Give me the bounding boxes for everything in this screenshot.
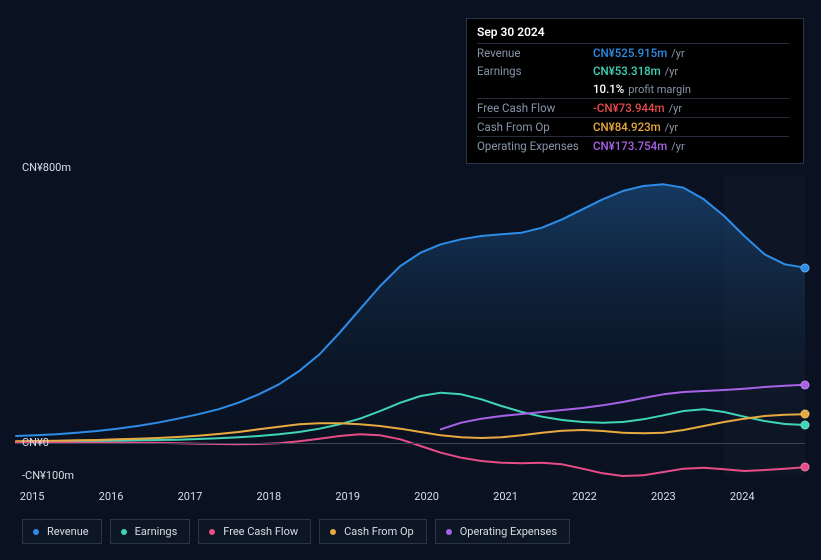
series-marker (801, 421, 810, 430)
legend-dot-icon (330, 529, 336, 535)
x-label: 2021 (493, 490, 518, 503)
series-marker (801, 410, 810, 419)
tooltip-row: RevenueCN¥525.915m/yr (477, 43, 789, 62)
tooltip-label: Operating Expenses (477, 139, 593, 153)
tooltip-row: EarningsCN¥53.318m/yr (477, 62, 789, 80)
baseline-zero (16, 443, 805, 444)
tooltip-row: 10.1% profit margin (477, 80, 789, 98)
x-label: 2017 (178, 490, 203, 503)
tooltip-date: Sep 30 2024 (477, 25, 789, 39)
tooltip-value: CN¥53.318m (593, 64, 661, 78)
tooltip-unit: /yr (669, 102, 682, 115)
series-marker (801, 463, 810, 472)
legend-dot-icon (446, 529, 452, 535)
tooltip-label: Cash From Op (477, 120, 593, 134)
legend-item[interactable]: Operating Expenses (435, 519, 570, 544)
x-label: 2018 (256, 490, 281, 503)
legend: Revenue Earnings Free Cash Flow Cash From O… (22, 519, 570, 544)
tooltip-value: 10.1% (593, 82, 624, 96)
legend-dot-icon (209, 529, 215, 535)
chart-container: { "layout":{ "plot":{"x":16,"y":176,"w":… (0, 0, 821, 560)
y-label-min: -CN¥100m (22, 469, 74, 482)
tooltip-row: Operating ExpensesCN¥173.754m/yr (477, 136, 789, 155)
y-label-max: CN¥800m (22, 161, 71, 174)
series-marker (801, 380, 810, 389)
legend-label: Earnings (135, 525, 178, 538)
tooltip-value: CN¥84.923m (593, 120, 661, 134)
x-label: 2016 (99, 490, 124, 503)
tooltip-label: Earnings (477, 64, 593, 78)
x-label: 2023 (651, 490, 676, 503)
legend-label: Cash From Op (344, 525, 414, 538)
tooltip-unit: /yr (665, 121, 678, 134)
tooltip-row: Cash From OpCN¥84.923m/yr (477, 117, 789, 136)
legend-dot-icon (121, 529, 127, 535)
legend-dot-icon (33, 529, 39, 535)
x-label: 2022 (572, 490, 597, 503)
tooltip-row: Free Cash Flow-CN¥73.944m/yr (477, 98, 789, 117)
series-marker (801, 263, 810, 272)
tooltip-value: -CN¥73.944m (593, 101, 665, 115)
legend-item[interactable]: Cash From Op (319, 519, 427, 544)
tooltip-unit: /yr (671, 47, 684, 60)
legend-item[interactable]: Earnings (110, 519, 191, 544)
chart-tooltip: Sep 30 2024 RevenueCN¥525.915m/yrEarning… (466, 18, 804, 164)
legend-label: Revenue (47, 525, 89, 538)
legend-label: Free Cash Flow (223, 525, 298, 538)
x-label: 2015 (20, 490, 45, 503)
tooltip-unit: /yr (665, 65, 678, 78)
tooltip-unit: /yr (671, 140, 684, 153)
tooltip-unit: profit margin (628, 83, 691, 96)
tooltip-value: CN¥173.754m (593, 139, 667, 153)
legend-item[interactable]: Free Cash Flow (198, 519, 311, 544)
tooltip-label: Revenue (477, 46, 593, 60)
tooltip-value: CN¥525.915m (593, 46, 667, 60)
x-label: 2019 (335, 490, 360, 503)
tooltip-label: Free Cash Flow (477, 101, 593, 115)
legend-item[interactable]: Revenue (22, 519, 102, 544)
legend-label: Operating Expenses (460, 525, 557, 538)
y-label-zero: CN¥0 (22, 436, 49, 449)
x-label: 2024 (730, 490, 755, 503)
x-label: 2020 (414, 490, 439, 503)
